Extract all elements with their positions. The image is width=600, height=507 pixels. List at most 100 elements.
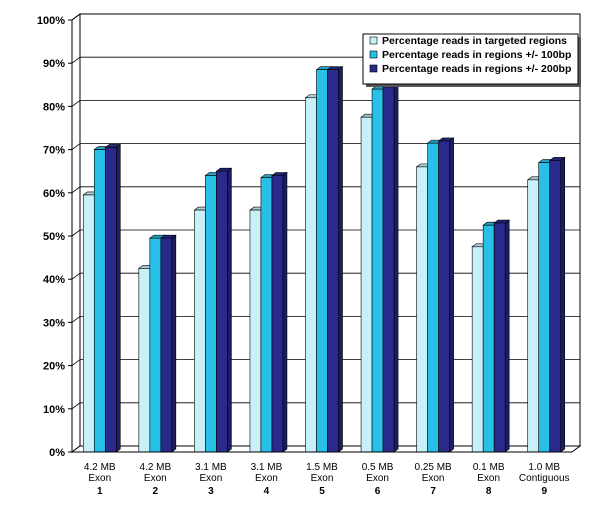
x-tick-label-number: 6 (375, 486, 381, 497)
bar-front (360, 116, 373, 453)
bar-side (504, 219, 510, 453)
bar-front (527, 179, 540, 453)
bar (382, 83, 399, 453)
bar-front (471, 246, 484, 453)
x-tick-label-line2: Exon (477, 473, 500, 484)
bar-front (216, 170, 228, 453)
bar-front (93, 149, 106, 453)
bar-front (382, 86, 395, 453)
bar-front (205, 175, 217, 453)
bar-side (171, 234, 177, 453)
bar-front (194, 209, 206, 453)
bars-layer (82, 66, 566, 453)
y-tick-label: 30% (43, 317, 65, 329)
gridline (71, 143, 580, 150)
x-tick-label-number: 4 (264, 486, 270, 497)
x-tick-label-number: 5 (319, 486, 325, 497)
y-tick-label: 70% (43, 145, 65, 157)
x-tick-label-line1: 0.1 MB (473, 462, 505, 473)
y-tick-label: 90% (43, 58, 65, 70)
bar-side (560, 156, 566, 453)
x-tick-label-number: 8 (486, 486, 492, 497)
y-tick-label: 10% (43, 404, 65, 416)
bar-side (227, 167, 232, 453)
x-tick-label-number: 9 (541, 486, 547, 497)
legend-label: Percentage reads in regions +/- 200bp (382, 63, 571, 75)
axes-layer: 0%10%20%30%40%50%60%70%80%90%100%4.2 MBE… (37, 15, 572, 497)
bar (159, 234, 177, 453)
bar-front (271, 175, 284, 453)
bar-front (493, 222, 506, 453)
y-tick-label: 100% (37, 15, 65, 27)
bar (493, 219, 511, 453)
x-tick-label-line2: Exon (88, 473, 111, 484)
legend-swatch (369, 50, 378, 59)
bar-side (115, 143, 121, 453)
x-tick-label-line2: Exon (311, 473, 334, 484)
bar-front (438, 140, 450, 453)
bar-front (371, 88, 384, 453)
gridline (71, 229, 580, 237)
bar-front (260, 177, 273, 453)
bar (215, 167, 233, 453)
bar (271, 171, 288, 453)
bar-side (449, 137, 454, 453)
bar-front (104, 147, 117, 453)
gridline (71, 100, 580, 107)
bar-front (427, 142, 439, 453)
y-tick-label: 0% (49, 447, 65, 459)
bar-front (327, 69, 339, 453)
gridline (71, 186, 580, 194)
x-tick-label-number: 2 (153, 486, 159, 497)
x-tick-label-line1: 1.5 MB (306, 462, 338, 473)
y-tick-label: 50% (43, 231, 65, 243)
legend-swatch (369, 36, 378, 45)
bar (104, 143, 122, 453)
legend-label: Percentage reads in regions +/- 100bp (382, 49, 571, 61)
legend-box (362, 33, 579, 85)
gridline (71, 272, 580, 280)
gridline (71, 13, 580, 21)
x-tick-label-line2: Exon (422, 473, 445, 484)
bar-side (282, 171, 288, 453)
bar (437, 137, 455, 453)
x-tick-label-line2: Exon (255, 473, 278, 484)
y-tick-label: 60% (43, 188, 65, 200)
x-tick-label-line1: 3.1 MB (251, 462, 283, 473)
y-tick-label: 20% (43, 361, 65, 373)
x-tick-label-line2: Contiguous (519, 473, 570, 484)
x-tick-label-number: 7 (430, 486, 436, 497)
x-tick-label-line2: Exon (199, 473, 222, 484)
x-tick-label-line1: 1.0 MB (528, 462, 560, 473)
x-tick-label-number: 1 (97, 486, 103, 497)
bar (548, 156, 566, 453)
y-tick-label: 40% (43, 274, 65, 286)
bar-front (316, 69, 328, 453)
y-tick-label: 80% (43, 101, 65, 113)
x-tick-label-line1: 4.2 MB (84, 462, 116, 473)
bar-front (82, 194, 95, 453)
x-tick-label-line1: 4.2 MB (139, 462, 171, 473)
legend-label: Percentage reads in targeted regions (382, 35, 567, 47)
legend: Percentage reads in targeted regions Perc… (362, 33, 581, 87)
bar-front (482, 224, 495, 453)
gridline (71, 402, 580, 410)
x-tick-label-line1: 0.25 MB (414, 462, 452, 473)
x-tick-label-number: 3 (208, 486, 214, 497)
bar-front (160, 237, 173, 453)
bar-front (149, 237, 162, 453)
x-tick-label-line1: 3.1 MB (195, 462, 227, 473)
bar-front (305, 97, 317, 453)
x-tick-label-line2: Exon (366, 473, 389, 484)
bar-front (416, 166, 428, 453)
bar-front (538, 162, 551, 453)
bar-side (338, 66, 343, 453)
bar-front (549, 160, 562, 453)
legend-swatch (369, 64, 378, 73)
bar-front (138, 268, 151, 453)
bar-side (393, 83, 399, 453)
bar (326, 66, 344, 453)
gridline (71, 359, 580, 366)
